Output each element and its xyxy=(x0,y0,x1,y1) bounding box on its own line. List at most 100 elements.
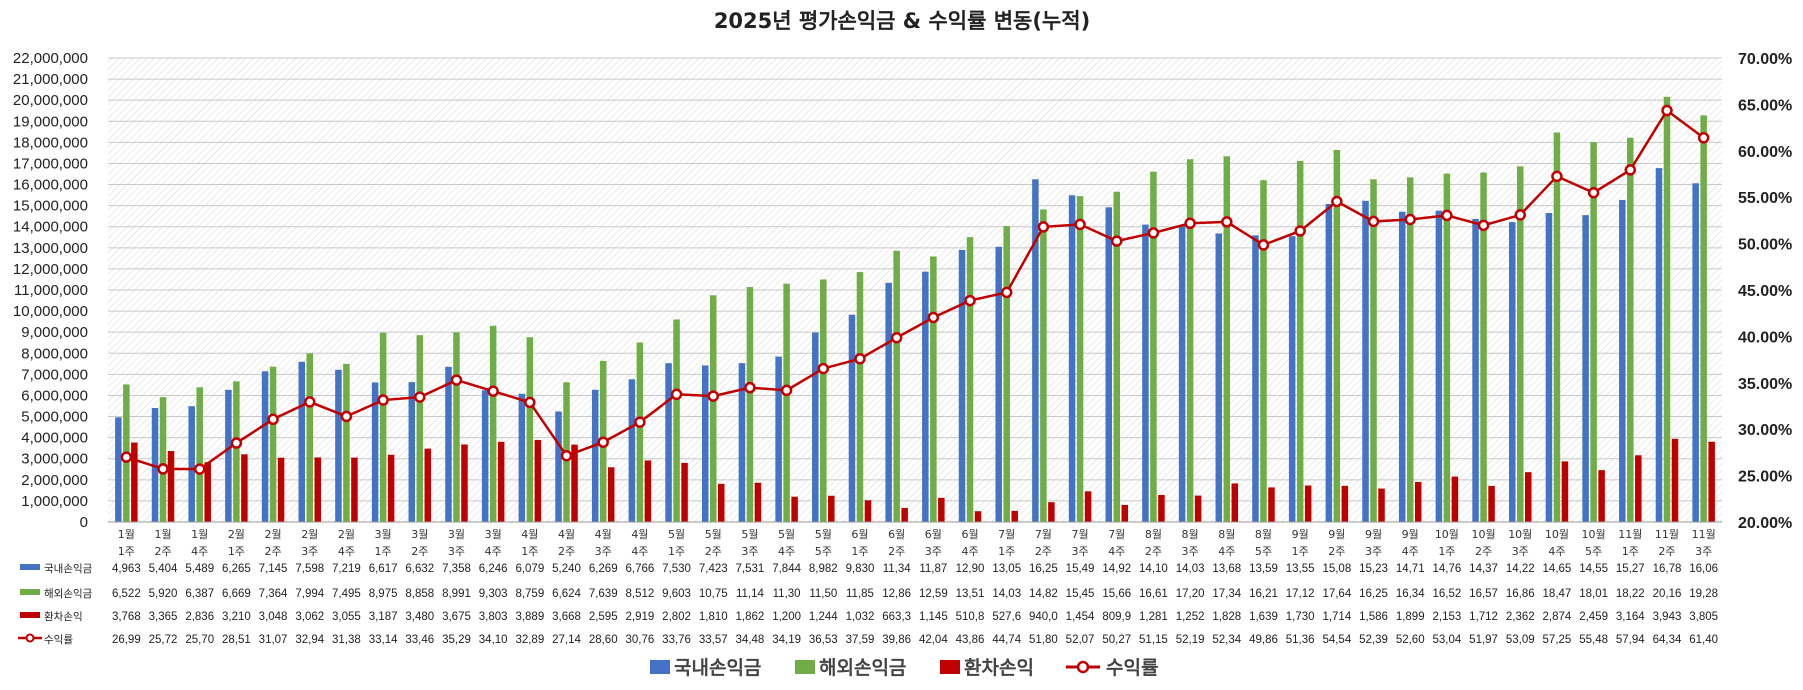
table-cell: 17,20 xyxy=(1176,588,1205,600)
y-tick-label: 11,000,000 xyxy=(14,282,88,299)
table-cell: 1,899 xyxy=(1396,611,1425,623)
table-cell: 1,281 xyxy=(1139,611,1168,623)
data-table: 국내손익금 4,963 5,404 5,489 6,265 7,145 7,598 7,219… xyxy=(18,563,1718,646)
table-cell: 6,624 xyxy=(552,588,581,600)
x-tick-week: 1주 xyxy=(1438,545,1455,558)
rate-point xyxy=(1221,216,1233,228)
x-tick-month: 8월 xyxy=(1145,528,1162,541)
bar-환차손익 xyxy=(351,457,358,522)
y2-tick-label: 25.00% xyxy=(1738,469,1792,486)
table-cell: 3,805 xyxy=(1689,611,1718,623)
y2-tick-label: 45.00% xyxy=(1738,283,1792,300)
x-tick-week: 4주 xyxy=(485,545,502,558)
table-cell: 18,01 xyxy=(1579,588,1608,600)
table-cell: 15,49 xyxy=(1066,563,1095,575)
bar-환차손익 xyxy=(277,457,285,522)
table-cell: 16,57 xyxy=(1469,588,1498,600)
table-cell: 55,48 xyxy=(1579,634,1608,646)
table-cell: 1,454 xyxy=(1066,611,1095,623)
table-cell: 6,522 xyxy=(112,588,141,600)
bar-국내손익금 xyxy=(1655,168,1663,522)
bar-해외손익금 xyxy=(1076,196,1084,523)
table-cell: 8,991 xyxy=(442,588,471,600)
bar-해외손익금 xyxy=(1370,179,1377,523)
rate-point xyxy=(1624,164,1637,176)
bar-해외손익금 xyxy=(1296,160,1304,522)
bar-해외손익금 xyxy=(453,332,460,522)
bar-환차손익 xyxy=(1011,510,1018,522)
table-cell: 37,59 xyxy=(846,634,875,646)
bar-해외손익금 xyxy=(379,332,387,522)
table-cell: 1,714 xyxy=(1322,611,1351,623)
legend-label: 해외손익금 xyxy=(819,657,906,679)
table-cell: 25,70 xyxy=(185,634,214,646)
x-tick-week: 1주 xyxy=(118,545,135,558)
table-cell: 52,60 xyxy=(1396,634,1425,646)
bar-환차손익 xyxy=(461,444,468,522)
bar-환차손익 xyxy=(167,451,175,522)
bar-해외손익금 xyxy=(1186,159,1194,522)
table-cell: 6,387 xyxy=(185,588,214,600)
x-tick-week: 2주 xyxy=(1658,545,1675,558)
table-row-label: 해외손익금 xyxy=(44,587,93,600)
table-cell: 3,803 xyxy=(479,611,508,623)
bar-해외손익금 xyxy=(746,287,754,522)
table-cell: 27,14 xyxy=(552,634,581,646)
table-cell: 61,40 xyxy=(1689,634,1718,646)
table-cell: 6,669 xyxy=(222,588,251,600)
table-cell: 3,210 xyxy=(222,611,251,623)
table-cell: 1,586 xyxy=(1359,611,1388,623)
x-tick-week: 4주 xyxy=(631,545,648,558)
bar-해외손익금 xyxy=(1627,137,1634,522)
rate-point xyxy=(1587,186,1600,199)
table-cell: 809,9 xyxy=(1102,611,1131,623)
table-cell: 6,265 xyxy=(222,563,251,575)
table-cell: 663,3 xyxy=(882,611,911,623)
x-tick-month: 10월 xyxy=(1435,528,1459,541)
table-cell: 1,730 xyxy=(1286,611,1315,623)
rate-point xyxy=(744,381,756,394)
x-tick-month: 10월 xyxy=(1582,528,1606,541)
bar-국내손익금 xyxy=(995,246,1002,522)
bar-국내손익금 xyxy=(261,371,269,522)
table-cell: 13,68 xyxy=(1212,563,1241,575)
bar-환차손익 xyxy=(1488,485,1495,522)
x-tick-month: 5월 xyxy=(705,528,722,541)
table-cell: 1,639 xyxy=(1249,611,1278,623)
table-cell: 14,03 xyxy=(1176,563,1205,575)
rate-point xyxy=(964,294,976,307)
bar-환차손익 xyxy=(1158,494,1165,522)
table-cell: 3,668 xyxy=(552,611,581,623)
y-axis: 0 1,000,000 2,000,000 3,000,000 4,000,000 5,0… xyxy=(13,50,88,531)
x-tick-week: 5주 xyxy=(1255,545,1272,558)
bar-환차손익 xyxy=(718,483,725,522)
y-tick-label: 22,000,000 xyxy=(13,50,88,67)
table-cell: 19,28 xyxy=(1689,588,1718,600)
bar-환차손익 xyxy=(314,457,321,522)
rate-point xyxy=(1000,286,1013,299)
table-cell: 14,03 xyxy=(992,588,1021,600)
table-cell: 12,90 xyxy=(956,563,985,575)
x-tick-month: 1월 xyxy=(118,528,135,541)
x-tick-month: 1월 xyxy=(191,528,208,541)
table-cell: 4,963 xyxy=(112,563,141,575)
bar-해외손익금 xyxy=(930,256,937,522)
table-cell: 3,062 xyxy=(295,611,324,623)
bar-국내손익금 xyxy=(775,356,782,522)
rate-point xyxy=(524,396,536,409)
bar-해외손익금 xyxy=(1150,171,1157,522)
table-cell: 16,25 xyxy=(1029,563,1058,575)
y-tick-label: 4,000,000 xyxy=(21,430,88,447)
bar-환차손익 xyxy=(974,511,982,522)
table-row-marker-point xyxy=(25,633,35,643)
bar-환차손익 xyxy=(1304,485,1312,522)
x-tick-month: 3월 xyxy=(485,528,502,541)
y-tick-label: 21,000,000 xyxy=(13,71,88,88)
bar-국내손익금 xyxy=(591,389,599,522)
table-cell: 36,53 xyxy=(809,634,838,646)
x-tick-week: 4주 xyxy=(1108,545,1125,558)
table-cell: 14,65 xyxy=(1543,563,1572,575)
table-cell: 12,86 xyxy=(882,588,911,600)
rate-point xyxy=(1697,132,1710,144)
